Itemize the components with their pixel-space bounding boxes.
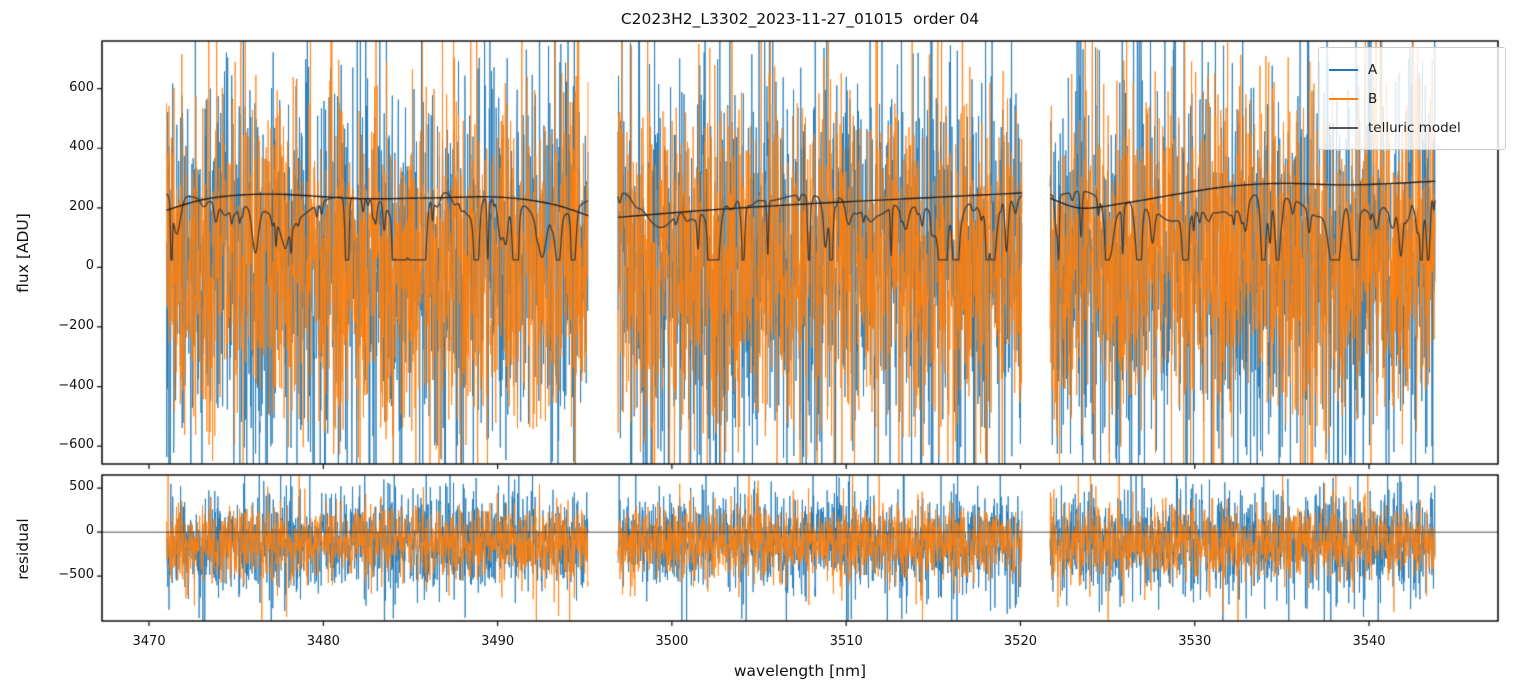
residual-y-tick-label: 0	[85, 523, 94, 539]
flux-y-tick-label: 400	[69, 139, 94, 155]
legend-label: B	[1368, 90, 1378, 107]
legend-entry: A	[1329, 55, 1495, 84]
x-tick-label: 3530	[1178, 634, 1212, 649]
flux-y-tick-label: −600	[58, 437, 94, 453]
x-tick-label: 3510	[829, 634, 863, 649]
residual-y-tick-label: 500	[69, 479, 94, 495]
legend-label: A	[1368, 61, 1378, 78]
x-tick-label: 3500	[655, 634, 689, 649]
flux-y-tick-label: 600	[69, 79, 94, 95]
legend-line-swatch	[1329, 97, 1358, 100]
figure-title: C2023H2_L3302_2023-11-27_01015 order 04	[620, 10, 980, 28]
x-tick-label: 3490	[481, 634, 515, 649]
legend-line-swatch	[1329, 68, 1358, 71]
x-tick-label: 3540	[1352, 634, 1386, 649]
flux-y-tick-label: 0	[85, 258, 94, 274]
legend-entry: B	[1329, 84, 1495, 113]
legend-entry: telluric model	[1329, 113, 1495, 142]
x-tick-label: 3480	[306, 634, 340, 649]
flux-y-tick-label: 200	[69, 198, 94, 214]
x-axis-label: wavelength [nm]	[733, 662, 867, 680]
legend-label: telluric model	[1368, 119, 1461, 136]
flux-axis-label: flux [ADU]	[14, 213, 32, 293]
x-tick-label: 3470	[132, 634, 166, 649]
residual-y-tick-label: −500	[58, 567, 94, 583]
flux-y-tick-label: −400	[58, 377, 94, 393]
flux-y-tick-label: −200	[58, 317, 94, 333]
legend-line-swatch	[1329, 126, 1358, 129]
x-tick-label: 3520	[1003, 634, 1037, 649]
